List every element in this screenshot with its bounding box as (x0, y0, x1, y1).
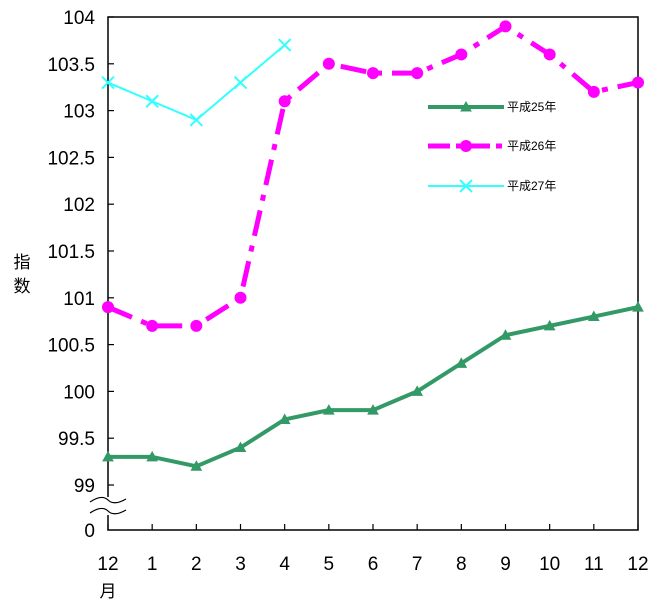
plot-frame (107, 16, 639, 531)
x-axis-unit-label: 月 (100, 582, 117, 601)
data-point-marker (146, 450, 159, 462)
y-tick-label: 103 (63, 102, 95, 123)
data-point-marker (455, 48, 468, 61)
data-point-marker (102, 301, 114, 314)
data-point-marker (460, 140, 472, 152)
data-point-marker (411, 67, 424, 80)
y-tick-label: 102 (63, 195, 95, 216)
x-tick-label: 6 (368, 554, 379, 575)
x-tick-label: 3 (235, 554, 246, 575)
legend-item: 平成27年 (428, 179, 556, 193)
x-tick-label: 12 (627, 554, 648, 575)
series-1 (102, 301, 644, 471)
x-tick-label: 4 (279, 554, 290, 575)
x-tick-label: 8 (456, 554, 467, 575)
data-point-marker (190, 460, 203, 471)
data-point-marker (455, 357, 468, 368)
data-point-marker (278, 95, 291, 108)
legend-label: 平成26年 (507, 139, 556, 153)
x-tick-label: 9 (500, 554, 511, 575)
x-tick-label: 1 (147, 554, 158, 575)
data-point-marker (460, 100, 472, 112)
data-point-marker (367, 67, 379, 80)
data-point-marker (145, 94, 159, 108)
y-tick-label: 102.5 (47, 148, 95, 169)
y-tick-label: 100 (63, 382, 95, 403)
x-tick-label: 7 (412, 554, 423, 575)
series-layer (101, 20, 644, 471)
data-point-marker (146, 319, 159, 332)
data-point-marker (632, 76, 644, 89)
y-tick-label: 101.5 (47, 242, 95, 263)
series-line (107, 44, 286, 121)
data-point-marker (411, 385, 424, 396)
legend-item: 平成26年 (428, 139, 556, 153)
y-axis-title-char: 指 (14, 253, 31, 272)
series-line (108, 305, 639, 469)
axis-break-symbol (89, 496, 127, 515)
y-axis-title-char: 数 (14, 277, 31, 296)
data-point-marker (102, 450, 114, 462)
y-tick-label: 99.5 (58, 429, 95, 450)
y-tick-label: 100.5 (47, 336, 95, 357)
series-3 (101, 38, 292, 127)
data-point-marker (322, 57, 335, 70)
data-point-marker (233, 75, 248, 90)
y-tick-label-zero: 0 (84, 521, 95, 542)
data-point-marker (543, 48, 556, 61)
y-tick-label: 101 (63, 289, 95, 310)
y-axis-title: 指数 (14, 253, 31, 296)
x-tick-label: 11 (584, 554, 604, 575)
data-point-marker (234, 291, 247, 304)
x-tick-label: 10 (539, 554, 560, 575)
data-point-marker (190, 319, 203, 332)
y-tick-label: 99 (74, 476, 95, 497)
x-axis: 12 1 2 3 4 5 6 7 8 9 10 11 12 (97, 524, 649, 575)
x-tick-label: 5 (324, 554, 335, 575)
data-point-marker (632, 301, 644, 312)
y-axis: 104 103.5 103 102.5 102 101.5 101 100.5 100 99.5 9… (47, 8, 127, 542)
data-point-marker (322, 404, 335, 415)
legend-label: 平成25年 (507, 100, 556, 114)
series-2 (102, 20, 644, 332)
data-point-marker (499, 329, 512, 340)
data-point-marker (189, 113, 204, 127)
data-point-marker (499, 20, 512, 33)
data-point-marker (234, 441, 247, 453)
legend-item: 平成25年 (428, 100, 556, 114)
data-point-marker (459, 179, 473, 193)
x-tick-label: 12 (97, 554, 118, 575)
data-point-marker (587, 85, 600, 98)
data-point-marker (587, 310, 600, 322)
x-tick-label: 2 (191, 554, 202, 575)
legend-label: 平成27年 (507, 179, 556, 193)
data-point-marker (278, 413, 291, 424)
data-point-marker (367, 404, 379, 415)
plot-border (107, 16, 639, 531)
y-tick-label: 103.5 (47, 55, 95, 76)
y-tick-label: 104 (63, 8, 95, 29)
data-point-marker (101, 75, 115, 90)
data-point-marker (277, 38, 292, 52)
data-point-marker (543, 319, 556, 331)
